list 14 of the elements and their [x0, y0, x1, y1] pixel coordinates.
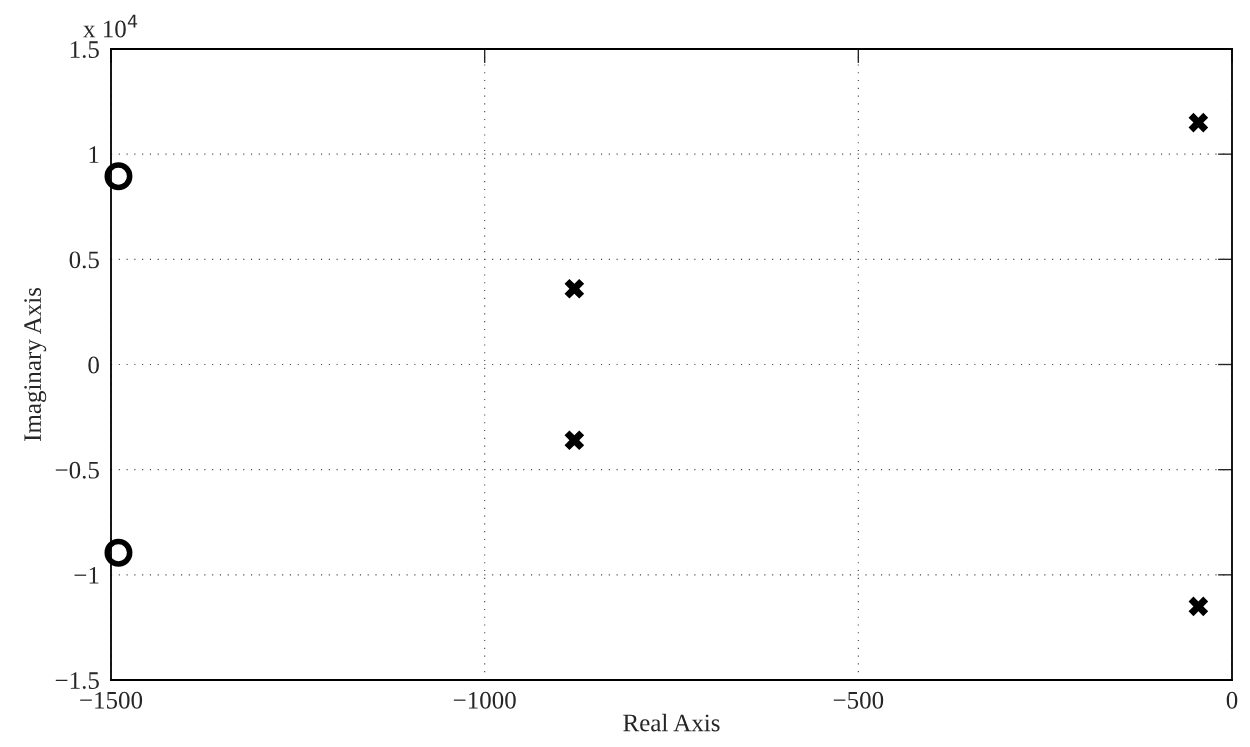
y-axis-title: Imaginary Axis — [24, 287, 47, 442]
y-tick-label: −1 — [74, 567, 99, 584]
x-tick-label: 0 — [1226, 691, 1238, 709]
y-tick-label: −1.5 — [55, 672, 99, 690]
text: x 10$^{4}$ — [83, 14, 138, 38]
y-tick-label: −0.5 — [55, 461, 99, 479]
y-tick-label: 0.5 — [69, 251, 99, 269]
y-tick-label: 1 — [89, 146, 99, 163]
x-axis-title: Real Axis — [623, 713, 720, 732]
x-tick-label: −1500 — [80, 691, 143, 709]
x-tick-label: −1000 — [453, 691, 516, 709]
y-tick-label: 0 — [88, 356, 99, 374]
y-tick-label: 1.5 — [70, 41, 99, 59]
x-tick-label: −500 — [833, 691, 884, 709]
